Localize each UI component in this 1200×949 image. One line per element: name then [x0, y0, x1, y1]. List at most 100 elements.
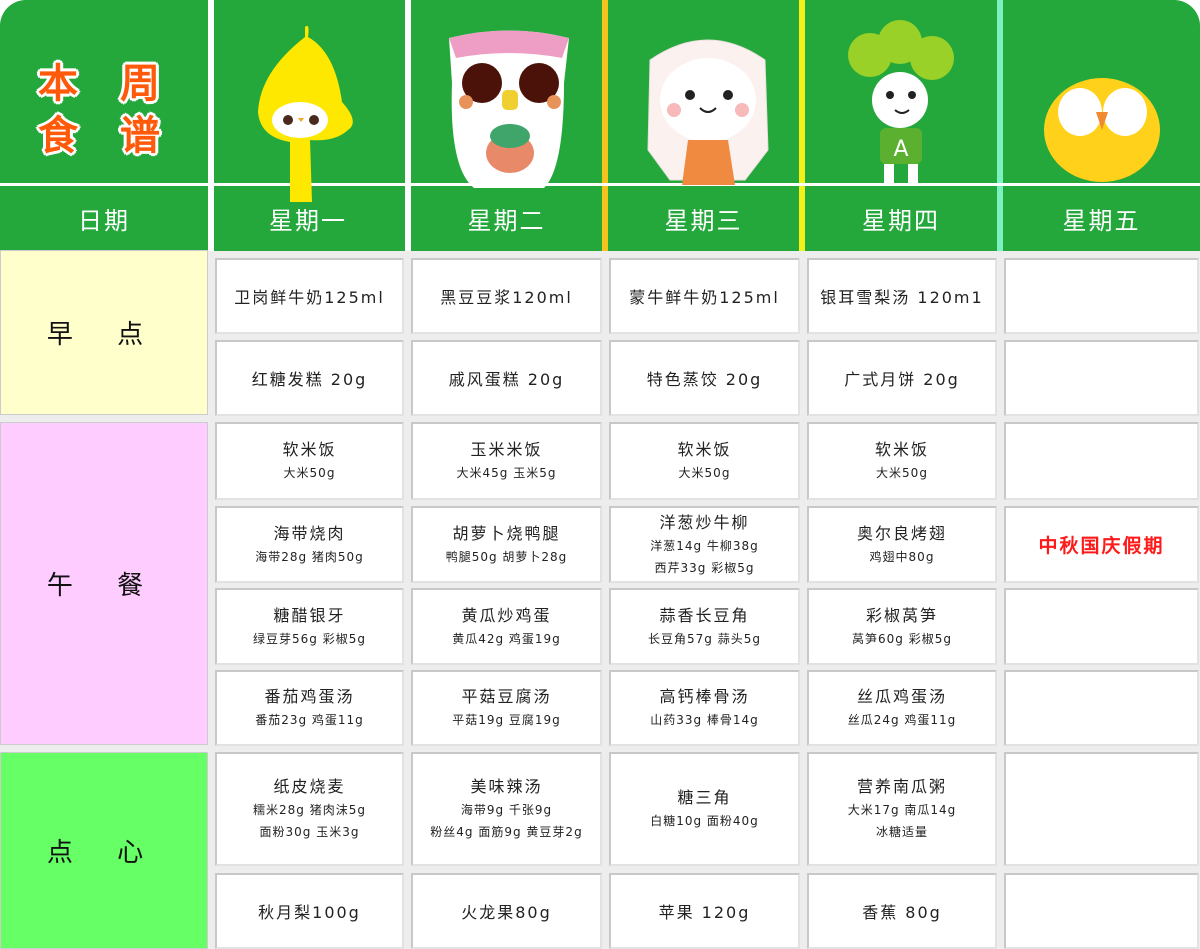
ingredients: 海带28g 猪肉50g — [255, 549, 364, 564]
menu-cell: 蒜香长豆角长豆角57g 蒜头5g — [609, 588, 800, 665]
menu-cell: 软米饭 大米50g — [807, 422, 997, 500]
menu-cell — [1004, 422, 1199, 500]
category-lunch: 午 餐 — [0, 422, 208, 745]
dish-name: 戚风蛋糕 20g — [448, 370, 565, 389]
title-line: 本 周 — [38, 61, 174, 107]
menu-cell: 洋葱炒牛柳 洋葱14g 牛柳38g 西芹33g 彩椒5g — [609, 506, 800, 583]
dish-name: 黄瓜炒鸡蛋 — [461, 605, 552, 625]
menu-cell: 黑豆豆浆120ml — [411, 258, 602, 334]
divider — [405, 0, 411, 251]
dish-name: 胡萝卜烧鸭腿 — [452, 523, 561, 543]
dish-name: 广式月饼 20g — [844, 370, 960, 389]
menu-cell: 卫岗鲜牛奶125ml — [215, 258, 404, 334]
dish-name: 软米饭 — [677, 440, 732, 459]
menu-cell: 香蕉 80g — [807, 873, 997, 949]
ingredients: 鸡翅中80g — [869, 549, 935, 564]
dish-name: 洋葱炒牛柳 — [659, 512, 750, 532]
pear-character-icon — [258, 25, 353, 202]
ingredients: 山药33g 棒骨14g — [650, 713, 759, 727]
ingredients: 大米50g — [678, 466, 731, 480]
dish-name: 玉米米饭 — [470, 440, 543, 459]
menu-cell: 奥尔良烤翅鸡翅中80g — [807, 506, 997, 583]
ingredients: 粉丝4g 面筋9g 黄豆芽2g — [430, 825, 583, 839]
dish-name: 苹果 120g — [658, 903, 751, 922]
menu-cell: 软米饭 大米50g — [215, 422, 404, 500]
ingredients: 糯米28g 猪肉沫5g — [253, 803, 366, 817]
dish-name: 番茄鸡蛋汤 — [264, 687, 355, 706]
dish-name: 蒜香长豆角 — [659, 605, 750, 625]
dish-name: 火龙果80g — [461, 903, 552, 922]
dish-name: 纸皮烧麦 — [273, 777, 346, 796]
menu-cell: 胡萝卜烧鸭腿鸭腿50g 胡萝卜28g — [411, 506, 602, 583]
day-header-monday: 星期一 — [269, 207, 347, 235]
menu-cell: 番茄鸡蛋汤 番茄23g 鸡蛋11g — [215, 670, 404, 746]
dish-name: 卫岗鲜牛奶125ml — [234, 288, 385, 307]
dish-name: 丝瓜鸡蛋汤 — [856, 687, 947, 706]
menu-cell: 糖三角白糖10g 面粉40g — [609, 752, 800, 866]
bunny-character-icon — [647, 39, 769, 185]
ingredients: 面粉30g 玉米3g — [259, 825, 360, 839]
dish-name: 银耳雪梨汤 120m1 — [820, 288, 984, 307]
dish-name: 糖三角 — [677, 788, 732, 807]
day-header-friday: 星期五 — [1062, 207, 1141, 235]
ingredients: 黄瓜42g 鸡蛋19g — [452, 631, 561, 646]
day-header-tuesday: 星期二 — [467, 207, 546, 235]
menu-cell: 秋月梨100g — [215, 873, 404, 949]
ingredients: 大米17g 南瓜14g — [847, 803, 957, 817]
menu-cell: 广式月饼 20g — [807, 340, 997, 416]
dish-name: 彩椒莴笋 — [865, 605, 938, 625]
divider — [997, 0, 1003, 251]
dish-name: 营养南瓜粥 — [856, 777, 947, 796]
menu-cell: 黄瓜炒鸡蛋黄瓜42g 鸡蛋19g — [411, 588, 602, 665]
dish-name: 奥尔良烤翅 — [856, 523, 947, 543]
ingredients: 鸭腿50g 胡萝卜28g — [445, 549, 568, 564]
dish-name: 糖醋银牙 — [273, 605, 346, 625]
holiday-notice: 中秋国庆假期 — [1038, 535, 1165, 557]
dish-name: 秋月梨100g — [258, 903, 361, 922]
divider — [799, 0, 805, 251]
dish-name: 蒙牛鲜牛奶125ml — [629, 288, 780, 307]
menu-cell: 美味辣汤 海带9g 千张9g 粉丝4g 面筋9g 黄豆芽2g — [411, 752, 602, 866]
ingredients: 绿豆芽56g 彩椒5g — [253, 631, 366, 646]
dish-name: 高钙棒骨汤 — [659, 687, 750, 706]
menu-cell: 银耳雪梨汤 120m1 — [807, 258, 997, 334]
menu-cell: 玉米米饭大米45g 玉米5g — [411, 422, 602, 500]
chick-character-icon — [1044, 78, 1160, 182]
menu-cell: 红糖发糕 20g — [215, 340, 404, 416]
ingredients: 大米50g — [876, 466, 928, 480]
divider — [208, 0, 214, 251]
divider — [0, 183, 1200, 186]
day-header-thursday: 星期四 — [862, 207, 940, 235]
menu-cell: 纸皮烧麦糯米28g 猪肉沫5g 面粉30g 玉米3g — [215, 752, 404, 866]
ingredients: 西芹33g 彩椒5g — [654, 560, 755, 575]
owl-character-icon — [449, 30, 569, 188]
menu-cell: 彩椒莴笋 莴笋60g 彩椒5g — [807, 588, 997, 665]
menu-cell: 丝瓜鸡蛋汤丝瓜24g 鸡蛋11g — [807, 670, 997, 746]
menu-cell — [1004, 340, 1199, 416]
menu-cell — [1004, 873, 1199, 949]
page-title: 本 周 食 谱 — [36, 58, 176, 162]
svg-text:A: A — [893, 137, 908, 162]
ingredients: 长豆角57g 蒜头5g — [648, 631, 761, 646]
menu-cell: 特色蒸饺 20g — [609, 340, 800, 416]
menu-cell: 高钙棒骨汤山药33g 棒骨14g — [609, 670, 800, 746]
menu-cell: 糖醋银牙绿豆芽56g 彩椒5g — [215, 588, 404, 665]
category-breakfast: 早 点 — [0, 250, 208, 415]
menu-cell: 平菇豆腐汤 平菇19g 豆腐19g — [411, 670, 602, 746]
ingredients: 大米45g 玉米5g — [456, 466, 557, 480]
menu-cell: 海带烧肉海带28g 猪肉50g — [215, 506, 404, 583]
dish-name: 平菇豆腐汤 — [461, 687, 552, 706]
ingredients: 白糖10g 面粉40g — [650, 814, 759, 828]
ingredients: 丝瓜24g 鸡蛋11g — [847, 713, 957, 727]
category-snack: 点 心 — [0, 752, 208, 949]
dish-name: 海带烧肉 — [273, 523, 346, 543]
menu-cell: 火龙果80g — [411, 873, 602, 949]
date-label: 日期 — [78, 207, 130, 235]
title-line: 食 谱 — [38, 113, 174, 159]
menu-cell — [1004, 258, 1199, 334]
menu-cell: 戚风蛋糕 20g — [411, 340, 602, 416]
divider — [602, 0, 608, 251]
dish-name: 黑豆豆浆120ml — [440, 288, 573, 307]
menu-cell — [1004, 752, 1199, 866]
